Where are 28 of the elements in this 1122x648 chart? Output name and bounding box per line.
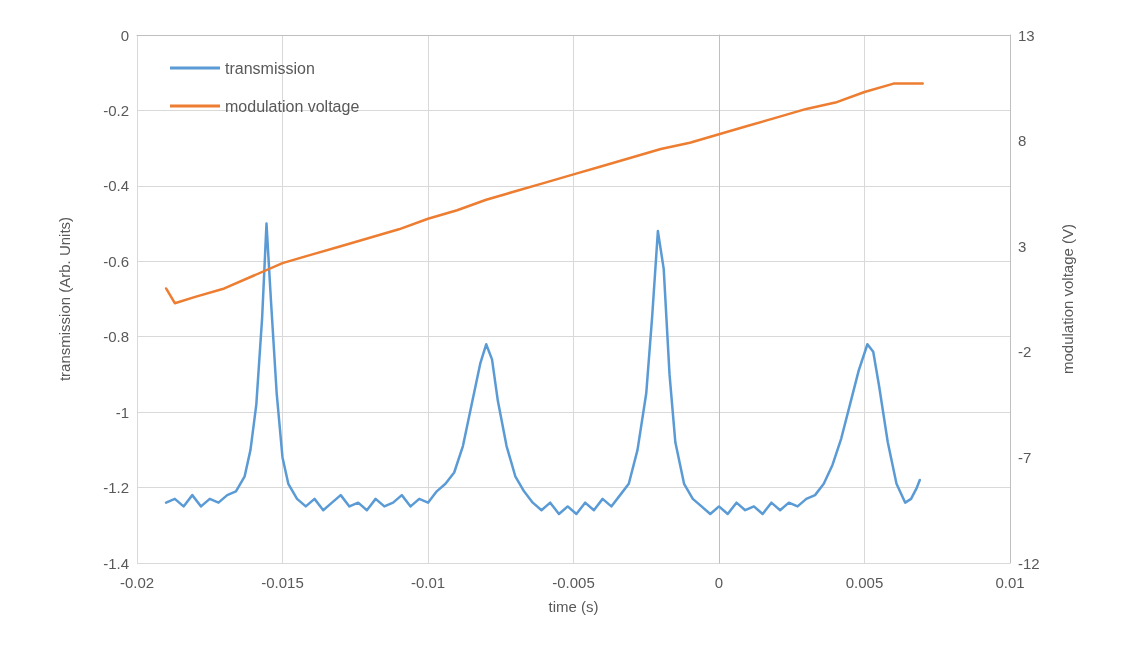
y-tick-label: -1 <box>115 403 129 421</box>
y-tick-label: -0.4 <box>103 177 129 195</box>
y2-tick-label: -7 <box>1018 448 1032 466</box>
x-axis-title: time (s) <box>548 598 599 615</box>
x-tick-label: 0 <box>714 574 724 591</box>
y-tick-label: -0.6 <box>103 252 129 270</box>
y2-tick-label: 3 <box>1018 237 1027 255</box>
legend-label: transmission <box>225 59 315 77</box>
line-series <box>164 222 922 516</box>
y-tick-label: -1.4 <box>103 554 129 572</box>
y-tick-label: 0 <box>120 26 129 44</box>
y2-tick-label: -12 <box>1018 554 1040 572</box>
x-tick-label: 0.01 <box>995 574 1025 591</box>
legend-label: modulation voltage <box>225 97 360 115</box>
y-tick-label: -1.2 <box>103 479 129 497</box>
y2-tick-label: -2 <box>1018 343 1032 361</box>
y2-axis-title: modulation voltage (V) <box>1059 223 1076 375</box>
line-series <box>164 82 924 305</box>
x-tick-label: -0.02 <box>119 574 155 591</box>
y-tick-label: -0.2 <box>103 101 129 119</box>
y2-tick-label: 8 <box>1018 132 1027 150</box>
y-tick-label: -0.8 <box>103 328 129 346</box>
x-tick-label: 0.005 <box>845 574 884 591</box>
y2-tick-label: 13 <box>1018 26 1035 44</box>
x-tick-label: -0.005 <box>552 574 595 591</box>
x-tick-label: -0.015 <box>261 574 304 591</box>
y-axis-title: transmission (Arb. Units) <box>56 216 73 382</box>
x-tick-label: -0.01 <box>410 574 446 591</box>
